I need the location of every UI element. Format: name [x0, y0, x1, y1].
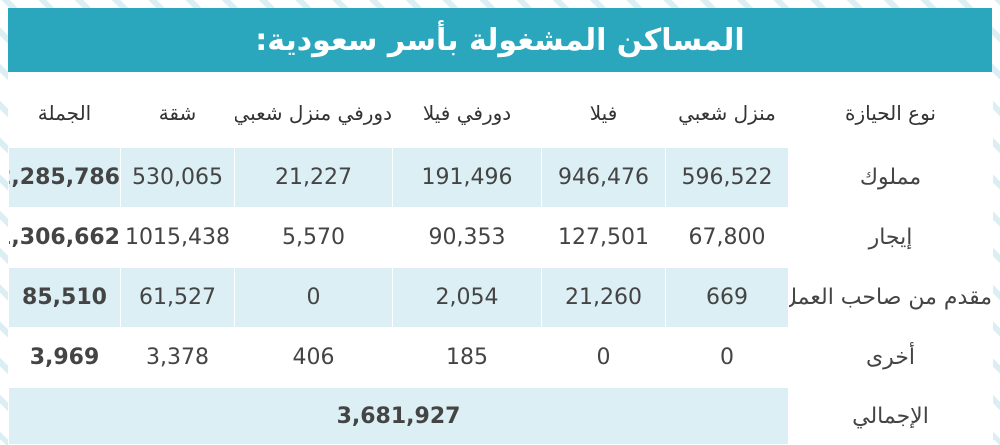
row-label: مملوك [788, 147, 993, 208]
infographic-card: المساكن المشغولة بأسر سعودية: نوع الحياز… [8, 8, 993, 445]
column-header: دورفي فيلا [392, 78, 542, 148]
header-row: نوع الحيازة منزل شعبي فيلا دورفي فيلا دو… [8, 78, 993, 148]
grand-total-value: 3,681,927 [8, 387, 789, 445]
column-header: شقة [120, 78, 235, 148]
table-cell: 90,353 [392, 207, 542, 268]
title-bar: المساكن المشغولة بأسر سعودية: [8, 8, 992, 72]
table-cell: 2,054 [392, 267, 542, 328]
table-cell: 0 [665, 327, 789, 388]
table-cell: 3,378 [120, 327, 235, 388]
grand-total-row: الإجمالي 3,681,927 [8, 387, 993, 445]
table-cell: 67,800 [665, 207, 789, 268]
table-cell: 530,065 [120, 147, 235, 208]
column-header: منزل شعبي [665, 78, 789, 148]
table-cell: 5,570 [234, 207, 393, 268]
row-total: 85,510 [8, 267, 121, 328]
column-header: نوع الحيازة [788, 78, 993, 148]
table-cell: 946,476 [541, 147, 666, 208]
table-cell: 61,527 [120, 267, 235, 328]
grand-total-label: الإجمالي [788, 387, 993, 445]
table-cell: 0 [234, 267, 393, 328]
table-row: مملوك 596,522 946,476 191,496 21,227 530… [8, 147, 993, 208]
table-cell: 406 [234, 327, 393, 388]
table-row: أخرى 0 0 185 406 3,378 3,969 [8, 327, 993, 388]
data-table: نوع الحيازة منزل شعبي فيلا دورفي فيلا دو… [8, 78, 993, 445]
row-total: 1,306,662 [8, 207, 121, 268]
table-row: مقدم من صاحب العمل 669 21,260 2,054 0 61… [8, 267, 993, 328]
table-cell: 127,501 [541, 207, 666, 268]
table-cell: 669 [665, 267, 789, 328]
table-row: إيجار 67,800 127,501 90,353 5,570 1015,4… [8, 207, 993, 268]
table-cell: 185 [392, 327, 542, 388]
table-cell: 21,227 [234, 147, 393, 208]
row-label: مقدم من صاحب العمل [788, 267, 993, 328]
row-total: 3,969 [8, 327, 121, 388]
column-header: الجملة [8, 78, 121, 148]
row-label: أخرى [788, 327, 993, 388]
row-total: 2,285,786 [8, 147, 121, 208]
table-cell: 1015,438 [120, 207, 235, 268]
row-label: إيجار [788, 207, 993, 268]
page-title: المساكن المشغولة بأسر سعودية: [255, 22, 745, 58]
table-cell: 191,496 [392, 147, 542, 208]
table-cell: 0 [541, 327, 666, 388]
table-cell: 21,260 [541, 267, 666, 328]
column-header: فيلا [541, 78, 666, 148]
column-header: دورفي منزل شعبي [234, 78, 393, 148]
table-cell: 596,522 [665, 147, 789, 208]
